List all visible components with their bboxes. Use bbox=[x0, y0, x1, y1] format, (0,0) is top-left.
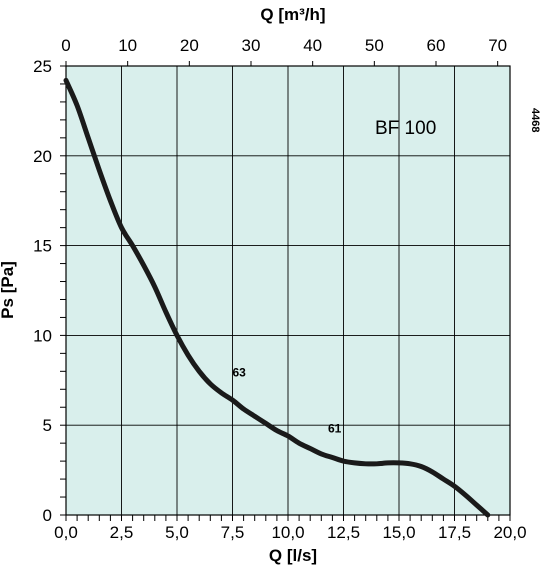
x-tick-label: 20,0 bbox=[493, 523, 526, 542]
series-annotation-label: 63 bbox=[233, 366, 247, 380]
y-axis-title: Ps [Pa] bbox=[0, 261, 17, 319]
minor-ticks bbox=[60, 65, 511, 521]
y-tick-label: 20 bbox=[33, 147, 52, 166]
x2-axis-title: Q [m³/h] bbox=[260, 5, 325, 24]
y-tick-label: 10 bbox=[33, 326, 52, 345]
plot-frame bbox=[65, 65, 511, 516]
y-tick-label: 0 bbox=[43, 506, 52, 525]
x-axis-title: Q [l/s] bbox=[269, 546, 317, 565]
y-tick-label: 5 bbox=[43, 416, 52, 435]
chart-title: BF 100 bbox=[375, 118, 436, 139]
x-tick-label: 17,5 bbox=[438, 523, 471, 542]
y-tick-label: 25 bbox=[33, 57, 52, 76]
series-line bbox=[63, 77, 491, 518]
series-annotation-label: 61 bbox=[328, 421, 342, 435]
figure-code: 4468 bbox=[529, 108, 541, 132]
x2-tick-label: 20 bbox=[180, 36, 199, 55]
x-axis-ticks: 0,0 2,5 5,0 7,5 10,0 12,5 15,0 17,5 20,0 bbox=[54, 523, 526, 542]
x2-tick-label: 50 bbox=[365, 36, 384, 55]
x2-tick-label: 10 bbox=[118, 36, 137, 55]
x2-tick-label: 0 bbox=[61, 36, 70, 55]
x-tick-label: 12,5 bbox=[327, 523, 360, 542]
x-tick-label: 15,0 bbox=[382, 523, 415, 542]
x-tick-label: 2,5 bbox=[110, 523, 134, 542]
x2-tick-label: 60 bbox=[427, 36, 446, 55]
y-tick-label: 15 bbox=[33, 237, 52, 256]
x2-tick-label: 70 bbox=[488, 36, 507, 55]
x-tick-label: 7,5 bbox=[221, 523, 245, 542]
y-axis-ticks: 0 5 10 15 20 25 bbox=[33, 57, 52, 525]
x2-tick-label: 40 bbox=[303, 36, 322, 55]
series-annotations: 63 61 bbox=[233, 366, 342, 436]
x2-axis-ticks: 0 10 20 30 40 50 60 70 bbox=[61, 36, 507, 66]
x-tick-label: 5,0 bbox=[165, 523, 189, 542]
x-tick-label: 0,0 bbox=[54, 523, 78, 542]
x2-tick-label: 30 bbox=[242, 36, 261, 55]
x-tick-label: 10,0 bbox=[271, 523, 304, 542]
